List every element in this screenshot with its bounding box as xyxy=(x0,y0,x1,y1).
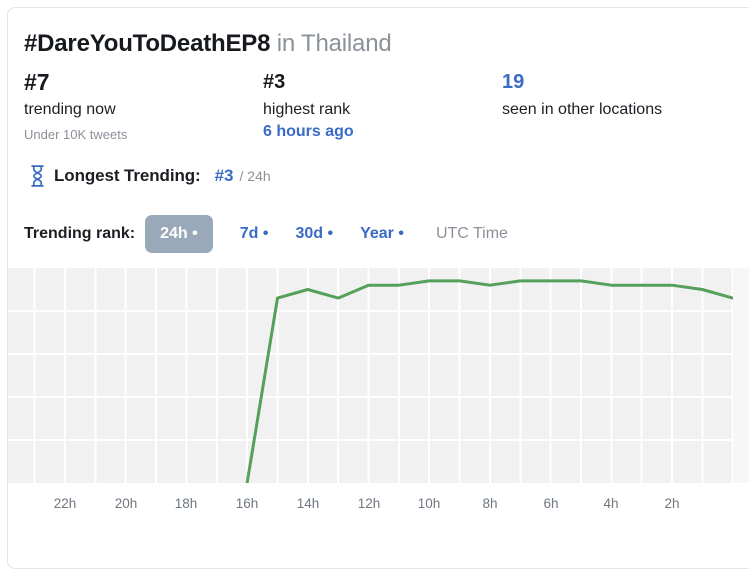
timezone-label: UTC Time xyxy=(435,225,508,242)
chart-x-axis-labels: 22h 20h 18h 16h 14h 12h 10h 8h 6h 4h 2h xyxy=(8,496,749,516)
hourglass-icon xyxy=(31,165,44,187)
stat-trending-now: #7 trending now Under 10K tweets xyxy=(24,70,259,142)
x-tick-label: 18h xyxy=(174,496,198,511)
other-locations-label: seen in other locations xyxy=(502,101,663,118)
x-tick-label: 6h xyxy=(543,496,559,511)
x-tick-label: 20h xyxy=(114,496,138,511)
chart-right-padding xyxy=(733,268,749,483)
current-rank-label: trending now xyxy=(24,101,116,118)
tweet-volume-label: Under 10K tweets xyxy=(24,127,128,142)
x-tick-label: 4h xyxy=(603,496,619,511)
stat-highest-rank: #3 highest rank 6 hours ago xyxy=(263,70,498,141)
tab-24h[interactable]: 24h • xyxy=(145,215,213,253)
highest-rank-time-link[interactable]: 6 hours ago xyxy=(263,123,354,140)
stat-other-locations: 19 seen in other locations xyxy=(502,70,737,120)
location-suffix: in Thailand xyxy=(276,30,392,57)
page-title: #DareYouToDeathEP8 in Thailand xyxy=(24,29,392,59)
longest-trending-label: Longest Trending: xyxy=(54,166,201,185)
trending-rank-label: Trending rank: xyxy=(24,225,136,242)
x-tick-label: 16h xyxy=(235,496,259,511)
x-tick-label: 2h xyxy=(664,496,680,511)
longest-trending-rank-link[interactable]: #3 xyxy=(214,166,234,185)
tab-year[interactable]: Year • xyxy=(360,225,404,242)
highest-rank-label: highest rank xyxy=(263,101,351,118)
longest-trending-row: Longest Trending: #3 / 24h xyxy=(30,163,271,189)
tab-7d[interactable]: 7d • xyxy=(239,225,269,242)
trend-chart-svg xyxy=(8,268,733,483)
trending-rank-controls: Trending rank: 24h • 7d • 30d • Year • U… xyxy=(24,214,508,254)
x-tick-label: 8h xyxy=(482,496,498,511)
longest-trending-duration: / 24h xyxy=(239,168,271,184)
x-tick-label: 10h xyxy=(417,496,441,511)
tab-30d[interactable]: 30d • xyxy=(295,225,334,242)
trend-card: #DareYouToDeathEP8 in Thailand #7 trendi… xyxy=(7,7,749,569)
x-tick-label: 22h xyxy=(53,496,77,511)
x-tick-label: 14h xyxy=(296,496,320,511)
highest-rank-value: #3 xyxy=(263,71,286,93)
other-locations-count[interactable]: 19 xyxy=(502,71,525,93)
trend-rank-chart xyxy=(8,268,733,483)
current-rank-value: #7 xyxy=(24,69,50,95)
hashtag-title: #DareYouToDeathEP8 xyxy=(24,30,271,57)
x-tick-label: 12h xyxy=(357,496,381,511)
